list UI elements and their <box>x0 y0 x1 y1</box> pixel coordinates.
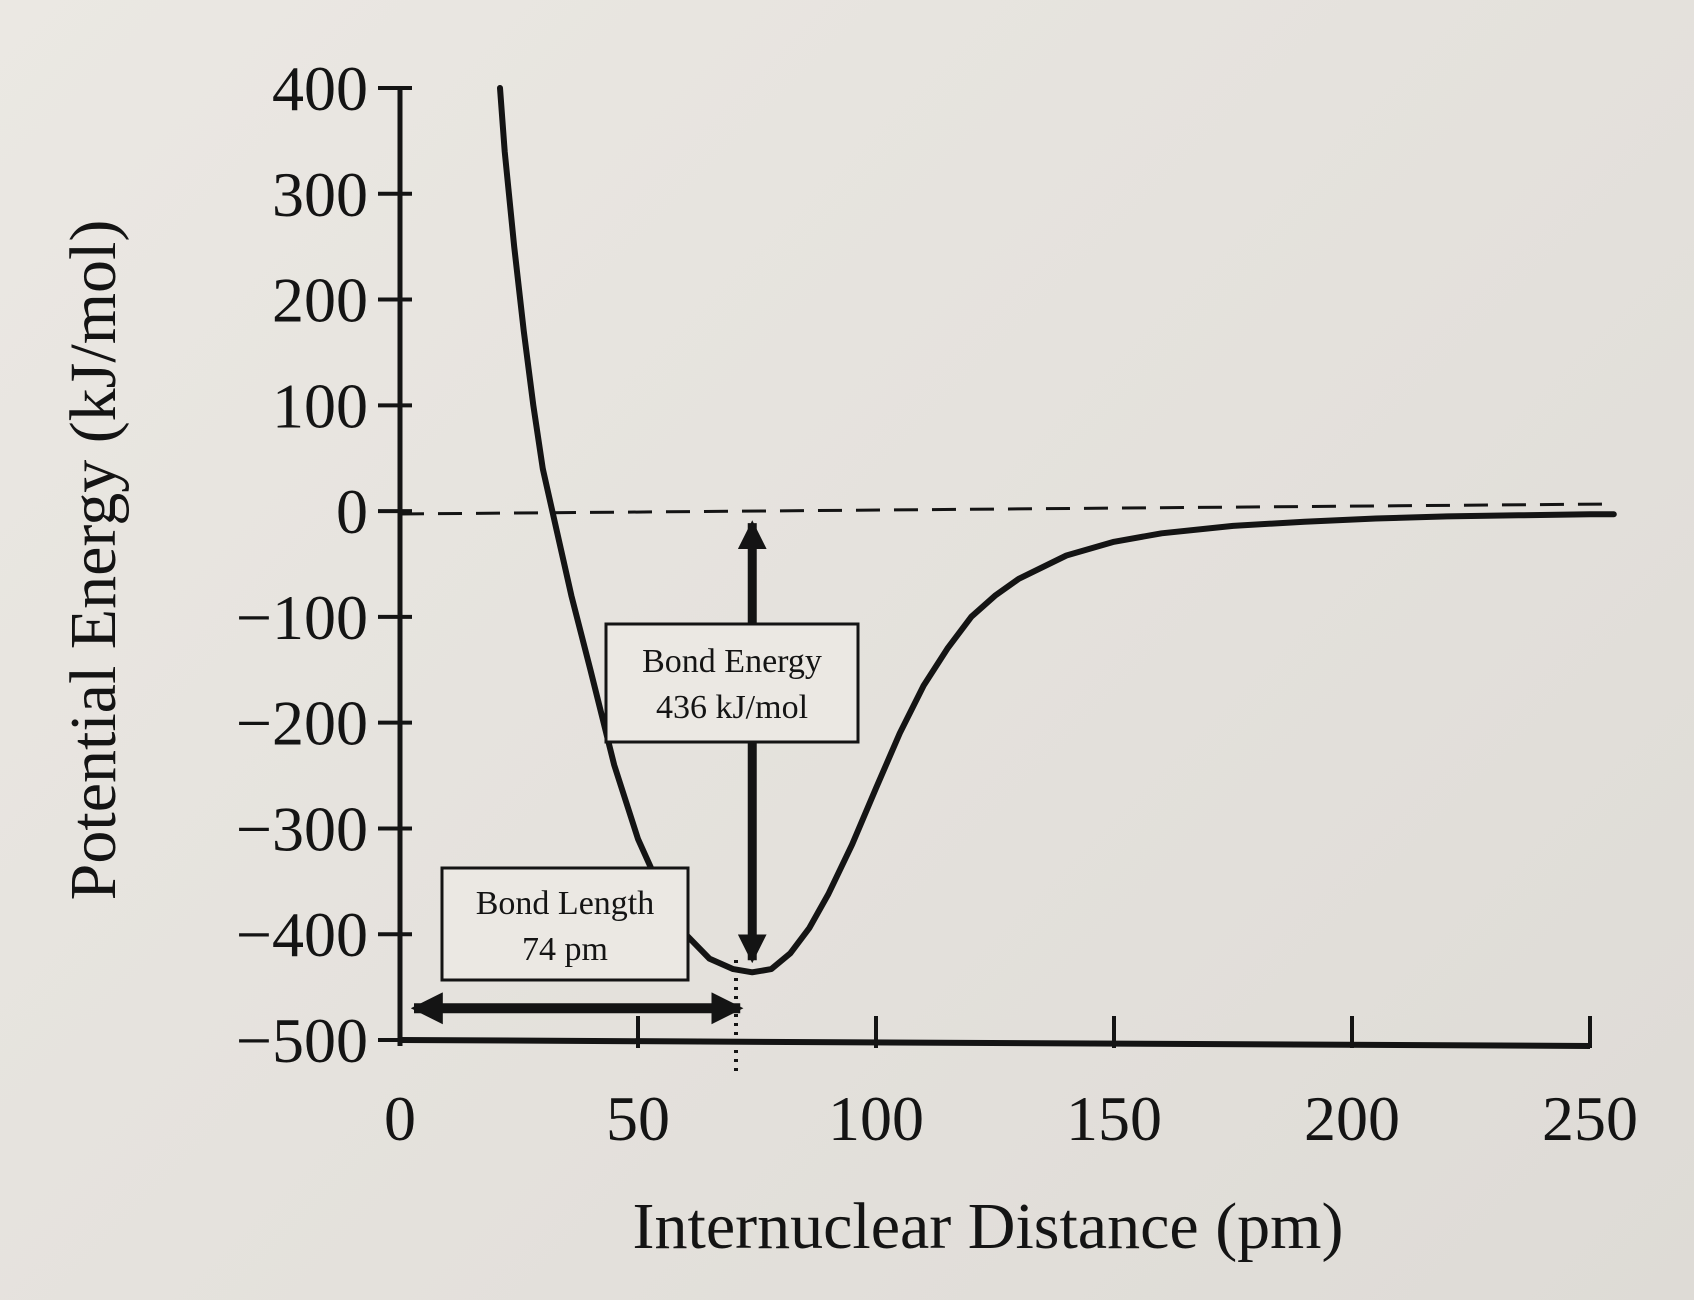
potential-energy-curve <box>497 85 1617 976</box>
y-tick-label: −400 <box>236 899 368 970</box>
bond-length-label: Bond Length <box>476 885 654 922</box>
x-tick-label: 0 <box>384 1083 416 1154</box>
bond-energy-label: Bond Energy <box>642 643 822 680</box>
bond-length-value: 74 pm <box>522 931 608 968</box>
x-tick-label: 50 <box>606 1083 670 1154</box>
bond-length-box: Bond Length 74 pm <box>440 866 690 982</box>
y-tick-label: 100 <box>272 370 368 441</box>
x-axis-line <box>399 1037 1591 1049</box>
x-axis-title: Internuclear Distance (pm) <box>633 1190 1344 1263</box>
x-tick-label: 200 <box>1304 1083 1400 1154</box>
y-tick-label: 0 <box>336 476 368 547</box>
y-tick-label: −100 <box>236 582 368 653</box>
x-tick-label: 150 <box>1066 1083 1162 1154</box>
bond-energy-box: Bond Energy 436 kJ/mol <box>604 622 860 744</box>
bond-energy-value: 436 kJ/mol <box>656 689 808 726</box>
y-tick-label: 200 <box>272 265 368 336</box>
y-tick-label: −300 <box>236 793 368 864</box>
y-tick-label: 300 <box>272 159 368 230</box>
y-axis-title: Potential Energy (kJ/mol) <box>57 220 130 901</box>
x-tick-label: 100 <box>828 1083 924 1154</box>
y-tick-label: −200 <box>236 688 368 759</box>
x-tick-label: 250 <box>1542 1083 1638 1154</box>
y-tick-label: −500 <box>236 1005 368 1076</box>
y-tick-label: 400 <box>272 53 368 124</box>
zero-reference-dashed-line <box>399 502 1616 516</box>
